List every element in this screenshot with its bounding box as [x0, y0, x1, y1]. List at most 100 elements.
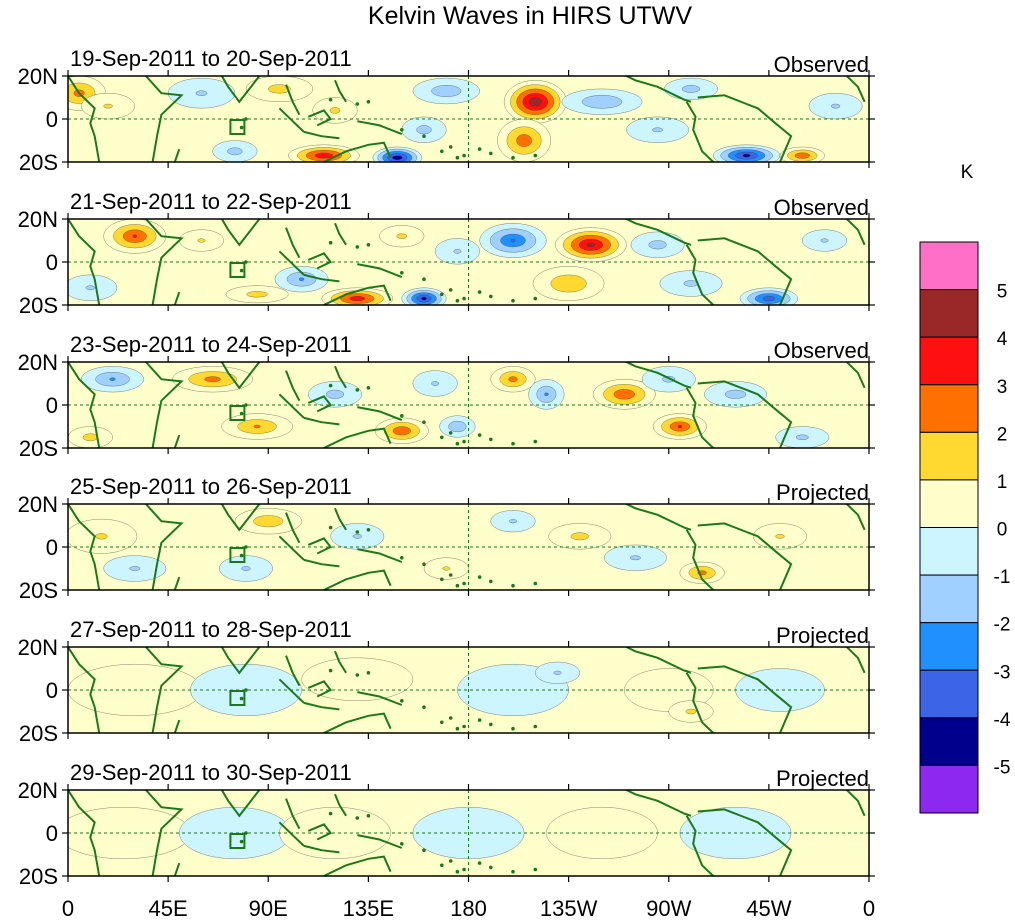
coastline — [307, 252, 333, 270]
anomaly-contour — [241, 566, 251, 571]
anomaly-contour — [268, 84, 291, 94]
anomaly-contour — [581, 95, 623, 109]
island — [239, 125, 244, 130]
coastline — [278, 821, 305, 847]
anomaly-contour — [528, 97, 542, 107]
coastline — [624, 362, 692, 389]
coastline — [68, 76, 101, 162]
chart-title: Kelvin Waves in HIRS UTWV — [368, 2, 692, 30]
y-tick-label: 0 — [46, 535, 58, 560]
coastline — [357, 691, 403, 706]
region-box — [229, 547, 246, 563]
region-box — [229, 119, 246, 135]
island — [511, 441, 515, 446]
coastline — [173, 719, 181, 733]
anomaly-contour — [508, 376, 518, 383]
coastline — [323, 569, 392, 590]
anomaly-contour — [325, 389, 345, 399]
anomaly-contour — [416, 125, 432, 135]
island — [477, 290, 482, 294]
anomaly-contour — [553, 670, 562, 675]
island — [448, 431, 453, 435]
anomaly-contour — [103, 103, 113, 109]
y-tick-label: 20S — [19, 721, 58, 746]
y-tick-label: 20N — [18, 350, 58, 375]
island — [355, 816, 360, 820]
island — [489, 437, 493, 442]
coastline — [145, 219, 184, 305]
coastline — [624, 76, 692, 103]
island — [239, 411, 244, 416]
panel-2: 20N 0 20S 21-Sep-2011 to 22-Sep-2011 Observe… — [18, 189, 875, 318]
anomaly-contour — [195, 90, 208, 96]
island — [440, 292, 444, 297]
coastlines — [68, 647, 866, 733]
anomaly-contour — [550, 274, 587, 293]
coastline — [697, 808, 793, 876]
coastline — [68, 219, 101, 305]
island — [422, 705, 426, 709]
anomaly-contour — [349, 296, 366, 302]
island — [489, 294, 493, 299]
coastline — [145, 790, 184, 876]
anomaly-contours — [68, 366, 830, 448]
coastline — [846, 76, 866, 103]
colorbar-swatch — [919, 527, 979, 576]
anomaly-contour — [253, 424, 261, 429]
coastline — [307, 823, 333, 841]
coastline — [697, 237, 793, 305]
colorbar-swatch — [919, 622, 979, 671]
island — [400, 128, 404, 132]
island — [448, 859, 453, 863]
island — [400, 842, 404, 846]
island — [422, 134, 426, 138]
anomaly-contour — [314, 152, 334, 159]
anomaly-contour — [431, 381, 440, 386]
coastline — [697, 380, 793, 448]
y-tick-label: 20N — [18, 635, 58, 660]
island — [366, 814, 371, 818]
anomaly-contour — [204, 376, 221, 383]
region-box — [229, 262, 246, 278]
y-tick-label: 20S — [19, 293, 58, 318]
coastline — [334, 222, 347, 246]
colorbar-level-label: 4 — [997, 329, 1008, 350]
anomaly-contour — [392, 426, 411, 436]
colorbar-level-label: -1 — [994, 567, 1011, 588]
coastline — [334, 79, 347, 103]
coastline — [68, 362, 101, 448]
anomaly-contour — [329, 107, 341, 114]
region-box — [229, 690, 246, 706]
coastline — [303, 701, 340, 711]
coastline — [285, 655, 301, 687]
colorbar-swatch — [919, 764, 979, 814]
colorbar-unit-label: K — [961, 162, 974, 183]
coastline — [846, 647, 866, 674]
island — [533, 581, 538, 586]
coastline — [846, 362, 866, 389]
island — [355, 245, 360, 249]
colorbar-swatch — [919, 336, 979, 386]
coastline — [624, 647, 692, 674]
anomaly-contour — [570, 532, 589, 541]
island — [489, 151, 493, 156]
coastline — [357, 834, 403, 849]
panel-5: 20N 0 20S 27-Sep-2011 to 28-Sep-2011 Project… — [18, 617, 875, 746]
anomaly-contour — [795, 434, 809, 441]
y-tick-label: 20S — [19, 578, 58, 603]
island — [462, 296, 466, 301]
coastline — [846, 790, 866, 817]
island — [239, 553, 244, 558]
panel-date-range: 19-Sep-2011 to 20-Sep-2011 — [70, 46, 352, 71]
anomaly-contour — [453, 248, 462, 254]
coastline — [278, 678, 305, 704]
island — [355, 530, 360, 534]
island — [455, 298, 460, 303]
colorbar: K 5 4 3 2 1 0 -1 -2 -3 -4 -5 — [919, 162, 1011, 814]
colorbar-swatch — [919, 669, 979, 719]
coastline — [173, 434, 181, 448]
colorbar-swatch — [919, 431, 979, 481]
colorbar-level-label: -3 — [994, 662, 1011, 683]
island — [455, 583, 460, 588]
